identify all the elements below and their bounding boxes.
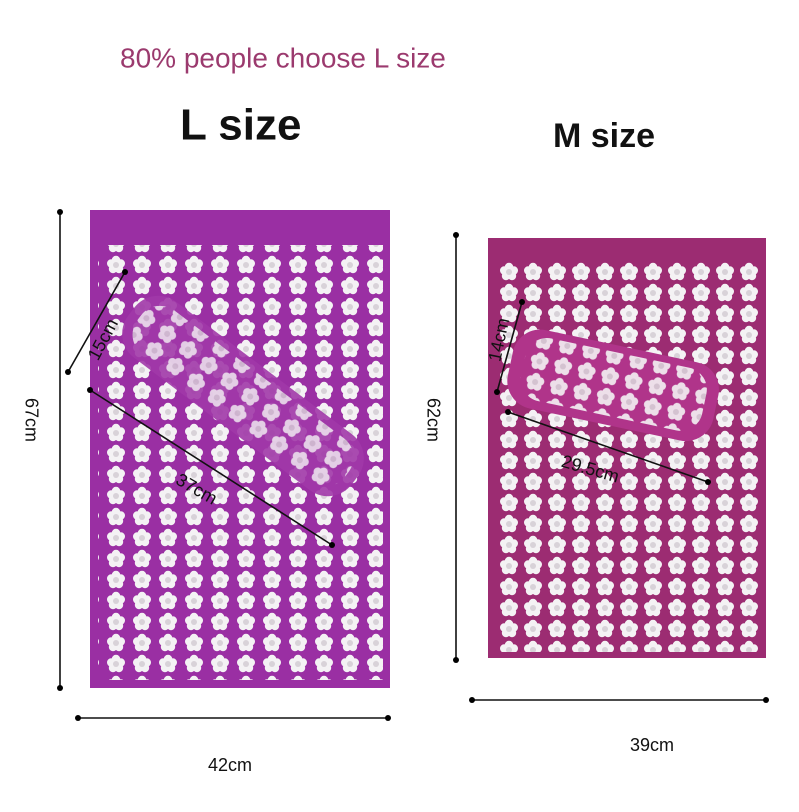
size-title: L size bbox=[180, 101, 301, 150]
pillow-m bbox=[507, 329, 719, 442]
height-label: 67cm bbox=[21, 398, 41, 442]
mat-spikes bbox=[494, 262, 760, 652]
headline: 80% people choose L size bbox=[120, 42, 446, 73]
width-label: 39cm bbox=[630, 735, 674, 755]
width-label: 42cm bbox=[208, 755, 252, 775]
size-title: M size bbox=[553, 117, 655, 155]
pillow-l bbox=[122, 295, 364, 497]
height-label: 62cm bbox=[423, 398, 443, 442]
measure-lines bbox=[57, 209, 769, 721]
